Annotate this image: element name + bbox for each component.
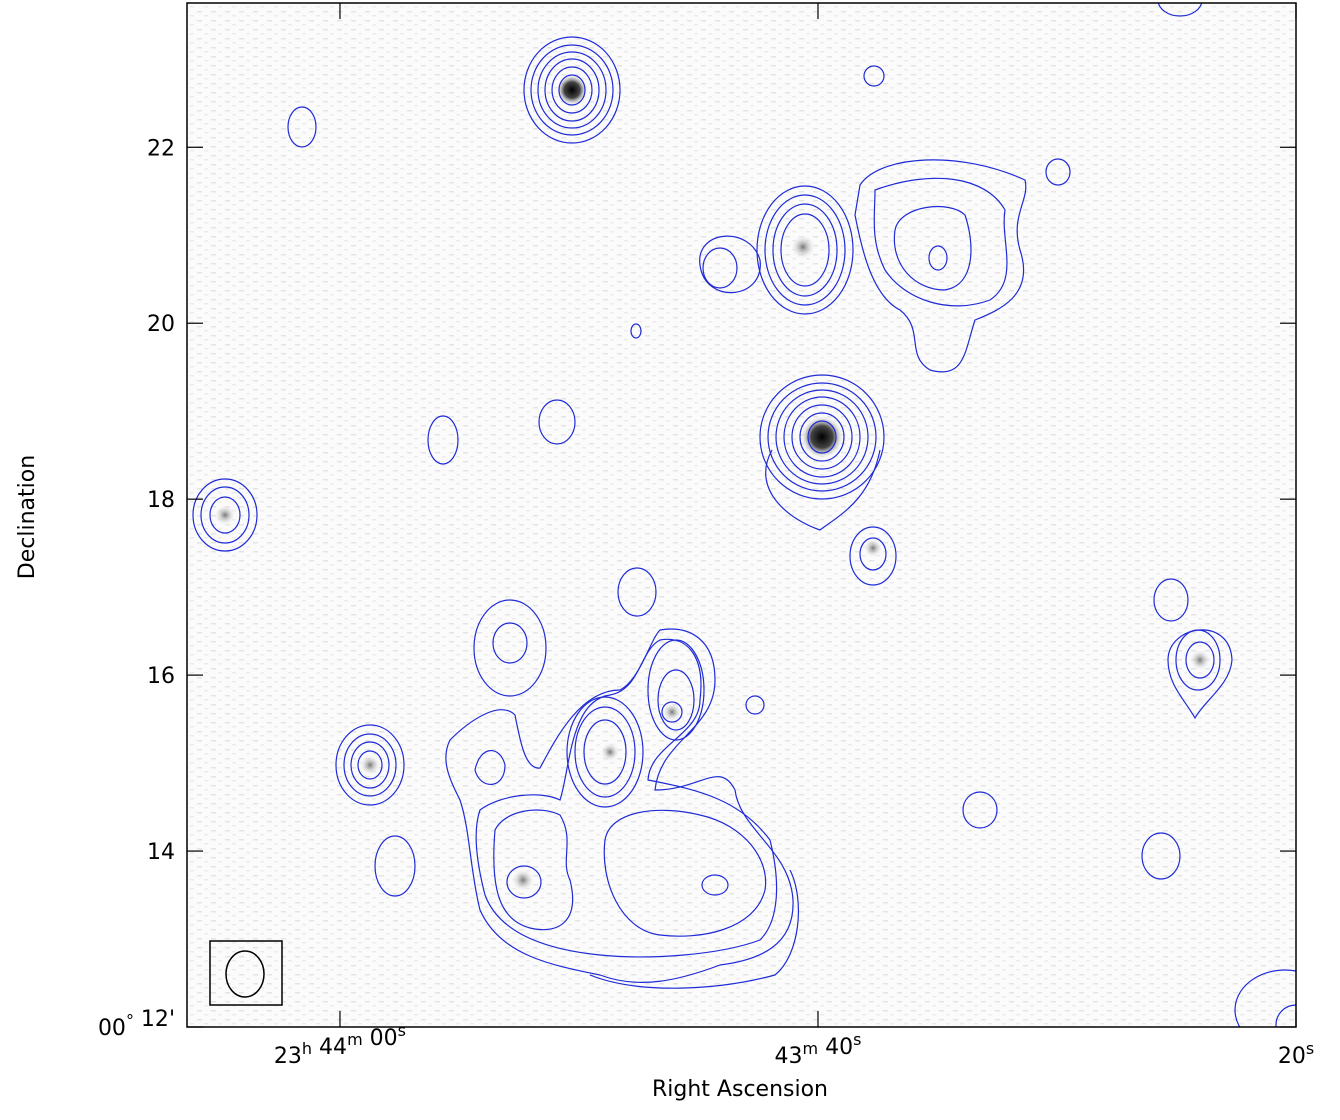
y-tick-label: 20 (147, 312, 175, 337)
x-tick-label: 43m 40s (775, 1030, 862, 1069)
y-axis-title: Declination (15, 455, 40, 579)
y-tick-label: 22 (147, 136, 175, 161)
y-tick-label: 18 (147, 488, 175, 513)
y-tick-label: 16 (147, 664, 175, 689)
plot-frame (186, 2, 1297, 1028)
beam (225, 950, 265, 998)
y-tick-label: 14 (147, 840, 175, 865)
beam-box (209, 940, 283, 1006)
x-axis-title: Right Ascension (652, 1077, 828, 1102)
x-tick-label: 23h 44m 00s (274, 1021, 406, 1069)
contours (192, 3, 1296, 1027)
x-tick-label: 20s (1278, 1039, 1314, 1069)
image (187, 3, 1296, 1027)
y-tick-label: 00° 12' (98, 1007, 175, 1041)
